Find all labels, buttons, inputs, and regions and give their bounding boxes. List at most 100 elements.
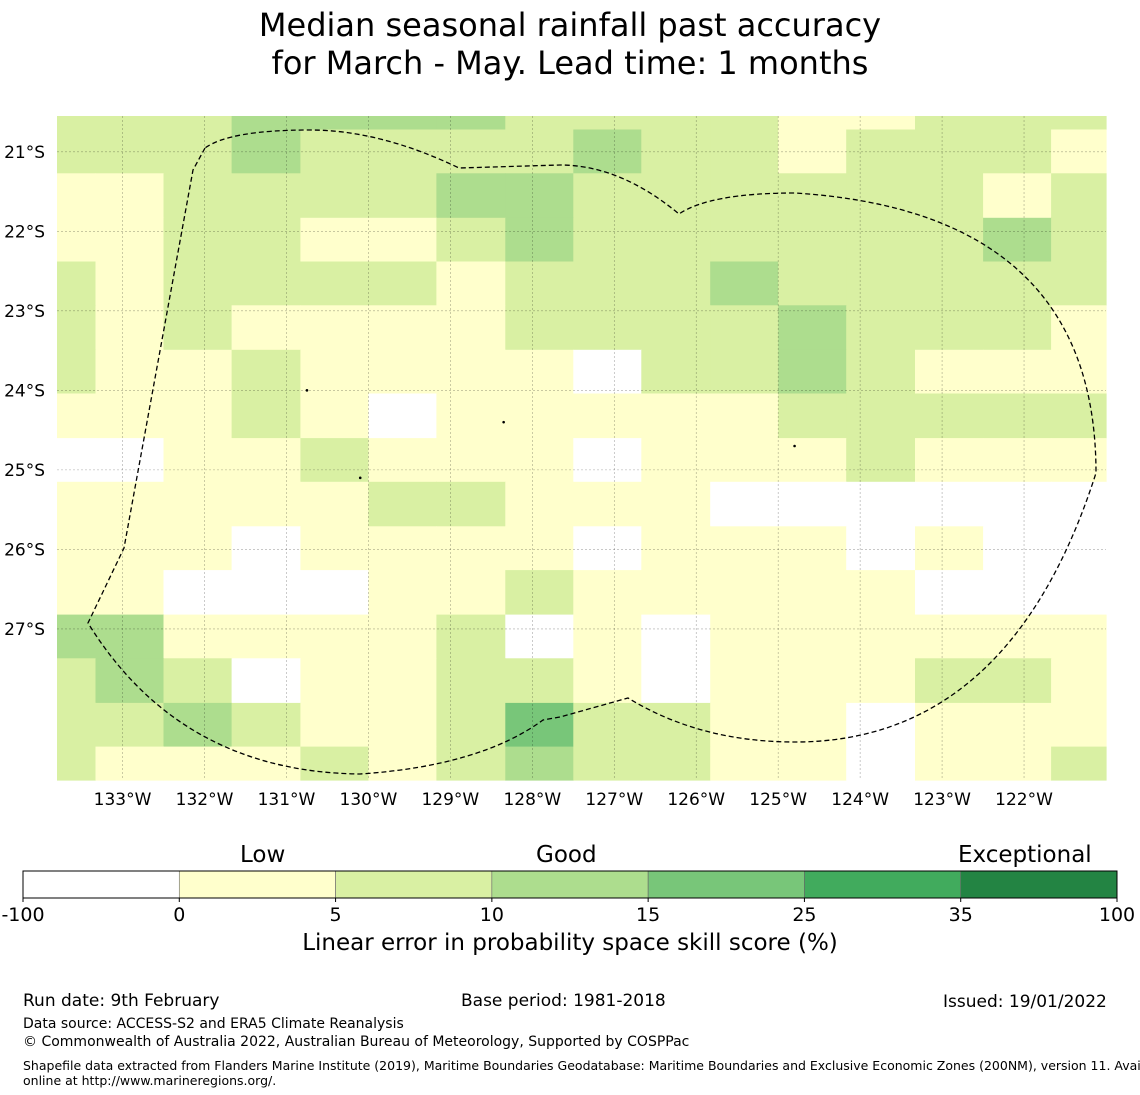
- skill-cell: [710, 614, 779, 659]
- data-source: Data source: ACCESS-S2 and ERA5 Climate …: [23, 1016, 404, 1032]
- skill-cell: [231, 116, 301, 131]
- skill-cell: [300, 481, 369, 527]
- colorbar-segment: [960, 870, 1118, 899]
- skill-cell: [163, 393, 233, 439]
- skill-cell: [300, 614, 369, 659]
- skill-cell: [778, 349, 847, 395]
- skill-cell: [436, 217, 506, 263]
- skill-cell: [505, 116, 574, 131]
- skill-cell: [436, 658, 506, 704]
- skill-cell: [231, 438, 301, 483]
- skill-cell: [1051, 393, 1107, 439]
- longitude-tick-label: 125°W: [749, 790, 807, 810]
- skill-cell: [710, 217, 779, 263]
- run-date: Run date: 9th February: [23, 991, 220, 1011]
- skill-cell: [436, 305, 506, 351]
- colorbar-tick-label: 0: [173, 904, 185, 926]
- skill-cell: [846, 658, 916, 704]
- skill-cell: [57, 438, 97, 483]
- skill-cell: [231, 261, 301, 306]
- skill-cell: [983, 349, 1052, 395]
- skill-cell: [573, 261, 642, 306]
- skill-cell: [95, 614, 165, 659]
- title-line-2: for March - May. Lead time: 1 months: [271, 44, 869, 82]
- skill-cell: [915, 570, 984, 616]
- skill-cell: [1051, 129, 1107, 174]
- skill-cell: [505, 438, 574, 483]
- skill-cell: [710, 129, 779, 174]
- skill-cell: [641, 746, 711, 781]
- skill-cell: [505, 173, 574, 219]
- skill-cell: [915, 305, 984, 351]
- skill-cell: [846, 702, 916, 748]
- skill-cell: [163, 305, 233, 351]
- colorbar-ticks: -100 0 5 10 15 25 35 100: [1, 898, 1135, 926]
- skill-cell: [231, 702, 301, 748]
- latitude-tick-label: 22°S: [4, 222, 45, 242]
- skill-cell: [436, 349, 506, 395]
- colorbar-segment: [22, 870, 180, 899]
- skill-cell: [163, 526, 233, 571]
- skill-cell: [300, 658, 369, 704]
- skill-cell: [915, 481, 984, 527]
- skill-cell: [778, 438, 847, 483]
- skill-cell: [57, 658, 97, 704]
- skill-cell: [505, 305, 574, 351]
- skill-cell: [57, 570, 97, 616]
- skill-cell: [710, 570, 779, 616]
- skill-cell: [778, 173, 847, 219]
- skill-cell: [231, 746, 301, 781]
- longitude-tick-label: 127°W: [585, 790, 643, 810]
- skill-cell: [163, 658, 233, 704]
- colorbar-segment: [178, 870, 336, 899]
- skill-cell: [368, 116, 437, 131]
- skill-cell: [368, 393, 437, 439]
- skill-cell: [57, 702, 97, 748]
- skill-cell: [846, 614, 916, 659]
- skill-cell: [57, 526, 97, 571]
- skill-cell: [983, 702, 1052, 748]
- skill-cell: [436, 261, 506, 306]
- skill-cell: [983, 614, 1052, 659]
- skill-cell: [505, 393, 574, 439]
- skill-cell: [231, 614, 301, 659]
- skill-cell: [710, 746, 779, 781]
- skill-cell: [300, 116, 369, 131]
- longitude-labels: 133°W 132°W 131°W 130°W 129°W 128°W 127°W 126°W…: [94, 790, 1053, 810]
- skill-cell: [95, 129, 165, 174]
- island-marker: [793, 444, 796, 448]
- skill-cell: [57, 261, 97, 306]
- skill-cell: [368, 526, 437, 571]
- skill-cell: [1051, 614, 1107, 659]
- skill-cell: [710, 438, 779, 483]
- copyright: © Commonwealth of Australia 2022, Austra…: [23, 1034, 690, 1050]
- skill-cell: [163, 614, 233, 659]
- skill-cell: [57, 614, 97, 659]
- skill-cell: [57, 746, 97, 781]
- base-period: Base period: 1981-2018: [461, 991, 666, 1011]
- skill-cell: [300, 702, 369, 748]
- colorbar-segment: [647, 870, 805, 899]
- skill-cell: [95, 173, 165, 219]
- skill-cell: [95, 658, 165, 704]
- skill-cell: [505, 129, 574, 174]
- skill-cell: [95, 481, 165, 527]
- skill-cell: [163, 481, 233, 527]
- skill-cell: [778, 614, 847, 659]
- skill-cell: [846, 173, 916, 219]
- skill-cell: [573, 116, 642, 131]
- skill-cell: [1051, 658, 1107, 704]
- skill-cell: [368, 129, 437, 174]
- skill-cell: [983, 217, 1052, 263]
- skill-cell: [57, 349, 97, 395]
- skill-cell: [505, 570, 574, 616]
- skill-cell: [300, 305, 369, 351]
- skill-cell: [163, 129, 233, 174]
- skill-cell: [300, 173, 369, 219]
- shapefile-credit: Shapefile data extracted from Flanders M…: [23, 1058, 1140, 1088]
- skill-cell: [983, 438, 1052, 483]
- skill-cell: [983, 173, 1052, 219]
- skill-cell: [1051, 526, 1107, 571]
- skill-cell: [95, 570, 165, 616]
- longitude-tick-label: 129°W: [421, 790, 479, 810]
